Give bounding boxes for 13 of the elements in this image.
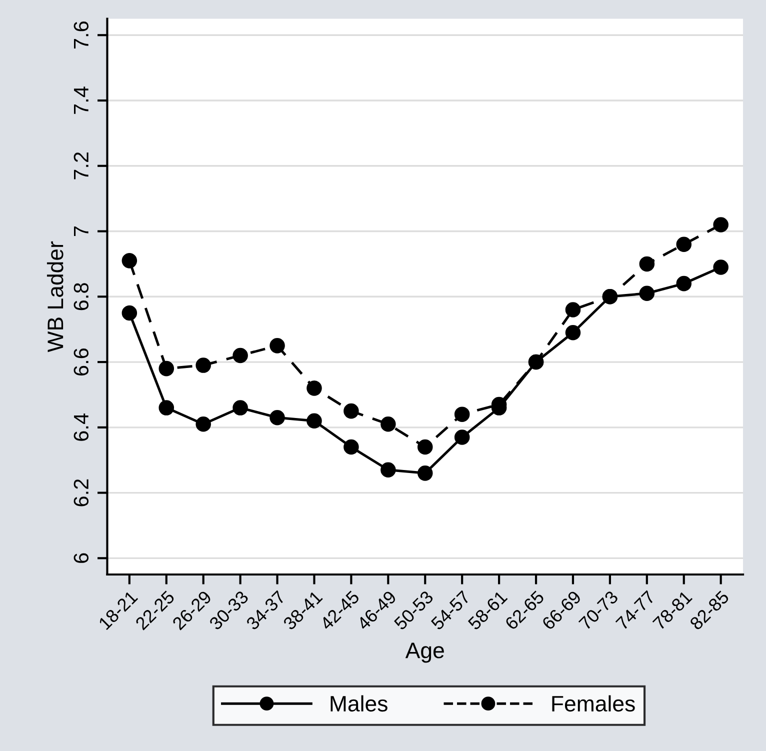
x-axis-title: Age: [405, 642, 444, 663]
y-tick-label: 7.4: [74, 86, 88, 114]
y-tick-label: 7.6: [74, 22, 89, 49]
legend-label: Males: [330, 695, 388, 712]
y-tick-label: 7.2: [74, 152, 88, 180]
y-tick-label: 6: [74, 553, 89, 563]
y-tick-label: 6.2: [74, 479, 89, 506]
y-axis-title: WB Ladder: [46, 241, 64, 352]
y-tick-label: 7: [74, 226, 88, 236]
y-tick-label: 6.6: [74, 348, 89, 376]
legend-label: Females: [552, 695, 635, 712]
y-tick-label: 6.8: [74, 283, 89, 310]
y-tick-label: 6.4: [74, 414, 89, 441]
